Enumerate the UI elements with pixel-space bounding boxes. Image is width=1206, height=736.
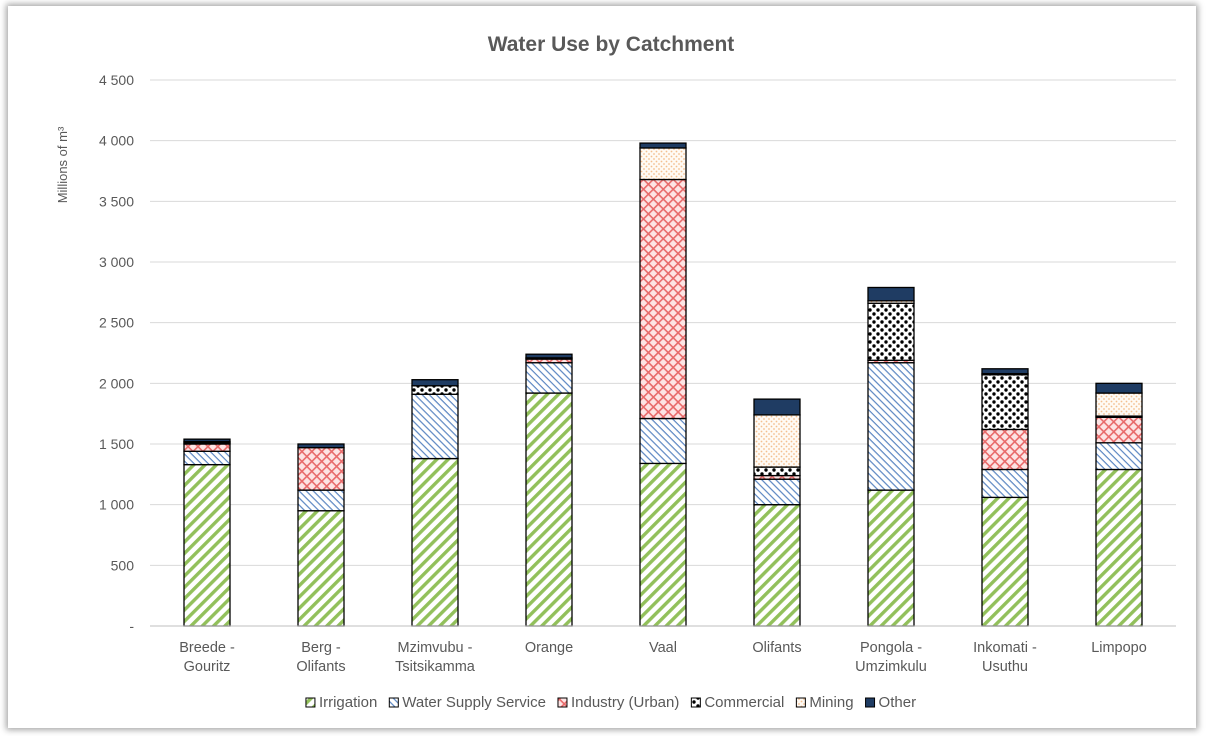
bar-segment-industry (639, 178, 687, 420)
bar-stack (753, 398, 801, 627)
bar-segment-water (981, 468, 1029, 499)
chart-title: Water Use by Catchment (488, 33, 735, 56)
bar-segment-water (1095, 442, 1143, 471)
legend-swatch-mining (795, 697, 806, 708)
bar-segment-commercial (981, 374, 1029, 431)
bar-segment-industry (981, 428, 1029, 471)
y-tick-label: 3 500 (99, 193, 134, 209)
legend-label: Irrigation (319, 694, 377, 711)
bar-segment-commercial (753, 466, 801, 477)
bar-segment-other (525, 353, 573, 359)
x-category-label: Umzimkulu (855, 659, 927, 675)
x-category-label: Mzimvubu - (398, 640, 473, 656)
legend: Irrigation Water Supply Service Industry (… (305, 694, 917, 711)
x-category-label: Tsitsikamma (395, 659, 476, 675)
bar-stack (1095, 382, 1143, 627)
bar-segment-other (411, 379, 459, 387)
y-tick-label: 1 500 (99, 436, 134, 452)
bar-stack (639, 142, 687, 627)
legend-label: Water Supply Service (402, 694, 546, 711)
bar-segment-mining (639, 147, 687, 181)
bar-stack (525, 353, 573, 627)
bar-segment-irrigation (183, 463, 231, 627)
x-category-label: Gouritz (184, 659, 231, 675)
bar-segment-water (411, 393, 459, 460)
x-category-label: Breede - (179, 640, 235, 656)
x-category-label: Pongola - (860, 640, 922, 656)
bar-segment-irrigation (1095, 468, 1143, 627)
x-axis-categories: Breede - Gouritz Berg - Olifants Mzimvubu - T… (179, 640, 1147, 675)
legend-swatch-irrigation (305, 697, 316, 708)
bar-segment-commercial (867, 302, 915, 361)
legend-swatch-other (865, 697, 876, 708)
x-category-label: Usuthu (982, 659, 1028, 675)
legend-swatch-industry (557, 697, 568, 708)
bar-segment-irrigation (867, 489, 915, 627)
bar-stack (411, 379, 459, 627)
bar-segment-irrigation (753, 504, 801, 627)
bar-segment-water (753, 478, 801, 506)
bar-segment-other (1095, 382, 1143, 394)
y-tick-label: - (129, 618, 134, 634)
legend-swatch-commercial (690, 697, 701, 708)
bar-segment-other (753, 398, 801, 416)
y-axis-ticks: - 500 1 000 1 500 2 000 2 500 3 000 3 500 4 000 4… (99, 72, 134, 634)
bar-segment-irrigation (525, 392, 573, 627)
bar-segment-water (525, 362, 573, 394)
bar-segment-mining (1095, 392, 1143, 417)
bar-segment-water (639, 417, 687, 465)
y-tick-label: 3 000 (99, 254, 134, 270)
bars (183, 142, 1143, 627)
bar-segment-water (867, 362, 915, 491)
legend-label: Industry (Urban) (571, 694, 679, 711)
bar-segment-irrigation (981, 496, 1029, 627)
bar-segment-industry (297, 446, 345, 491)
bar-segment-other (183, 438, 231, 443)
bar-stack (297, 443, 345, 627)
y-axis-label: Millions of m³ (55, 126, 70, 203)
x-category-label: Berg - (301, 640, 341, 656)
bar-segment-industry (183, 443, 231, 452)
bar-segment-other (867, 286, 915, 302)
x-category-label: Inkomati - (973, 640, 1037, 656)
legend-label: Mining (809, 694, 853, 711)
bar-segment-water (297, 489, 345, 512)
x-category-label: Olifants (296, 659, 345, 675)
legend-label: Commercial (704, 694, 784, 711)
bar-segment-irrigation (411, 457, 459, 627)
bar-segment-other (981, 368, 1029, 375)
x-category-label: Limpopo (1091, 640, 1147, 656)
bar-stack (867, 286, 915, 627)
bar-segment-water (183, 450, 231, 466)
y-tick-label: 500 (111, 557, 135, 573)
y-tick-label: 2 000 (99, 375, 134, 391)
y-tick-label: 4 500 (99, 72, 134, 88)
bar-segment-mining (753, 414, 801, 468)
bar-segment-other (297, 443, 345, 449)
bar-stack (183, 438, 231, 627)
legend-swatch-water (388, 697, 399, 708)
bar-segment-commercial (411, 385, 459, 395)
x-category-label: Vaal (649, 640, 677, 656)
bar-segment-irrigation (297, 510, 345, 627)
bar-segment-industry (1095, 416, 1143, 444)
y-tick-label: 4 000 (99, 133, 134, 149)
y-tick-label: 2 500 (99, 315, 134, 331)
bar-stack (981, 368, 1029, 627)
x-category-label: Orange (525, 640, 573, 656)
bar-segment-other (639, 142, 687, 149)
legend-label: Other (879, 694, 917, 711)
x-category-label: Olifants (752, 640, 801, 656)
bar-segment-irrigation (639, 462, 687, 627)
y-tick-label: 1 000 (99, 497, 134, 513)
